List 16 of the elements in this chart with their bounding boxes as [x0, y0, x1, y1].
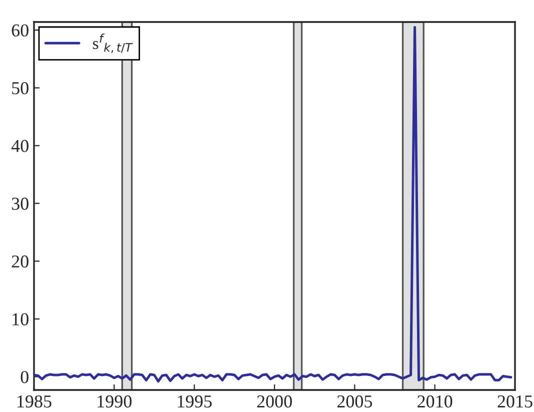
- x-tick-label: 2000: [257, 395, 292, 408]
- y-tick-label: 0: [20, 370, 28, 384]
- x-tick-label: 1985: [18, 395, 52, 408]
- y-tick-label: 20: [12, 255, 28, 268]
- y-tick-label: 50: [12, 82, 28, 94]
- x-tick-label: 2005: [337, 395, 372, 408]
- x-tick-label: 1990: [98, 395, 132, 408]
- line-series: [34, 26, 512, 383]
- x-tick-label: 1995: [178, 395, 212, 408]
- y-tick-label: 10: [12, 313, 28, 326]
- y-tick-label: 40: [11, 140, 28, 152]
- y-tick-label: 30: [12, 198, 28, 210]
- y-tick-label: 60: [12, 24, 28, 37]
- x-tick-label: 2015: [498, 395, 532, 408]
- x-tick-label: 2010: [418, 395, 452, 408]
- legend-label: s$^{f}$$_{k,t/T}$: [93, 34, 133, 53]
